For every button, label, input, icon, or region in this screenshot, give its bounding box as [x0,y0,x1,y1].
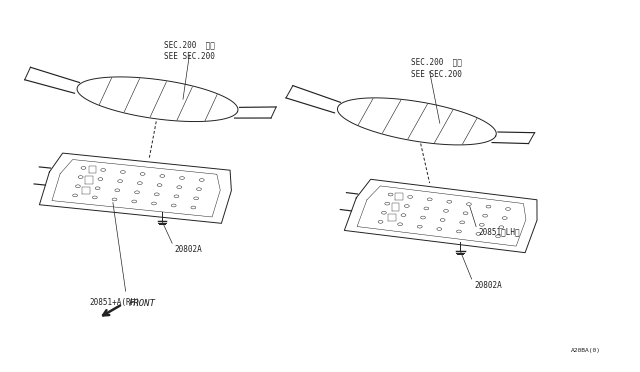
Text: SEC.200  参照: SEC.200 参照 [164,40,215,49]
Text: 20851+A(RH): 20851+A(RH) [90,298,140,307]
Text: SEC.200  参照: SEC.200 参照 [411,58,462,67]
Text: 20802A: 20802A [175,245,202,254]
Text: 20802A: 20802A [474,281,502,290]
Text: A20BA(0): A20BA(0) [570,348,600,353]
Text: SEE SEC.200: SEE SEC.200 [164,52,215,61]
Text: 20851〈LH〉: 20851〈LH〉 [478,227,520,236]
Text: FRONT: FRONT [129,299,156,308]
Text: SEE SEC.200: SEE SEC.200 [411,70,462,79]
